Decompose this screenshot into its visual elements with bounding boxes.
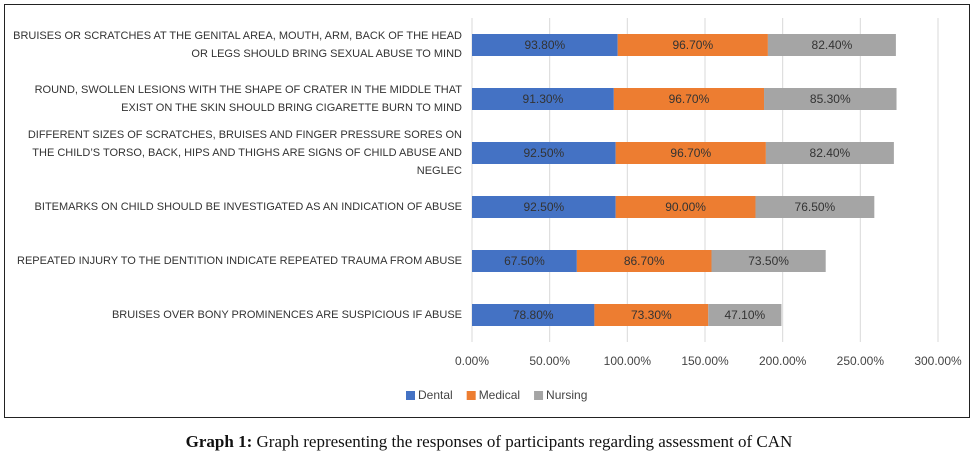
bar-segment <box>755 196 875 218</box>
bar-segment <box>472 88 614 110</box>
caption-text: Graph representing the responses of part… <box>256 432 793 451</box>
category-label: BITEMARKS ON CHILD SHOULD BE INVESTIGATE… <box>34 201 462 213</box>
data-label: 92.50% <box>523 146 564 160</box>
data-label: 91.30% <box>523 92 564 106</box>
category-label: BRUISES OVER BONY PROMINENCES ARE SUSPIC… <box>111 309 462 321</box>
x-tick-label: 100.00% <box>604 354 652 368</box>
bar-segment <box>615 142 766 164</box>
data-label: 73.50% <box>748 254 789 268</box>
bar-segment <box>617 34 768 56</box>
bar-segment <box>472 196 616 218</box>
category-label: DIFFERENT SIZES OF SCRATCHES, BRUISES AN… <box>27 129 462 177</box>
data-label: 96.70% <box>669 92 710 106</box>
data-label: 67.50% <box>504 254 545 268</box>
x-tick-label: 150.00% <box>681 354 729 368</box>
legend-swatch <box>534 391 544 400</box>
category-label: ROUND, SWOLLEN LESIONS WITH THE SHAPE OF… <box>34 84 462 114</box>
bar-segment <box>708 304 782 326</box>
data-label: 73.30% <box>631 308 672 322</box>
legend-label: Dental <box>418 388 453 402</box>
data-label: 78.80% <box>513 308 554 322</box>
legend-swatch <box>406 391 415 400</box>
bar-segment <box>615 196 756 218</box>
category-label: BRUISES OR SCRATCHES AT THE GENITAL AREA… <box>13 30 462 60</box>
data-label: 92.50% <box>523 200 564 214</box>
data-label: 96.70% <box>670 146 711 160</box>
category-label: REPEATED INJURY TO THE DENTITION INDICAT… <box>17 255 462 267</box>
x-tick-label: 0.00% <box>455 354 489 368</box>
data-label: 82.40% <box>812 38 853 52</box>
data-label: 96.70% <box>672 38 713 52</box>
x-tick-label: 200.00% <box>759 354 807 368</box>
data-label: 47.10% <box>724 308 765 322</box>
bar-segment <box>472 142 616 164</box>
caption-label: Graph 1: <box>185 432 253 451</box>
bar-segment <box>594 304 709 326</box>
data-label: 76.50% <box>795 200 836 214</box>
bar-segment <box>472 304 595 326</box>
bar-segment <box>576 250 712 272</box>
legend-label: Medical <box>479 388 520 402</box>
data-label: 93.80% <box>524 38 565 52</box>
data-label: 85.30% <box>810 92 851 106</box>
bar-segment <box>765 142 894 164</box>
bar-segment <box>764 88 897 110</box>
chart-frame <box>4 4 970 418</box>
bar-segment <box>613 88 765 110</box>
caption: Graph 1: Graph representing the response… <box>0 432 978 452</box>
data-label: 86.70% <box>624 254 665 268</box>
bar-segment <box>711 250 826 272</box>
legend-label: Nursing <box>546 388 587 402</box>
data-label: 82.40% <box>810 146 851 160</box>
x-tick-label: 50.00% <box>529 354 570 368</box>
legend-swatch <box>466 391 476 400</box>
x-tick-label: 250.00% <box>837 354 885 368</box>
x-tick-label: 300.00% <box>914 354 962 368</box>
bar-segment <box>472 250 577 272</box>
data-label: 90.00% <box>665 200 706 214</box>
bar-segment <box>472 34 618 56</box>
bar-segment <box>767 34 896 56</box>
